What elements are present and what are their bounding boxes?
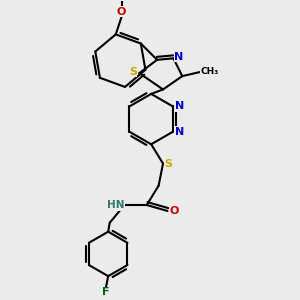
- Text: S: S: [129, 67, 137, 77]
- Text: S: S: [164, 158, 172, 169]
- Text: N: N: [174, 52, 183, 62]
- Text: N: N: [175, 127, 184, 137]
- Text: F: F: [102, 287, 110, 297]
- Text: N: N: [175, 101, 184, 112]
- Text: O: O: [169, 206, 179, 216]
- Text: CH₃: CH₃: [201, 67, 219, 76]
- Text: HN: HN: [107, 200, 125, 210]
- Text: O: O: [117, 7, 126, 17]
